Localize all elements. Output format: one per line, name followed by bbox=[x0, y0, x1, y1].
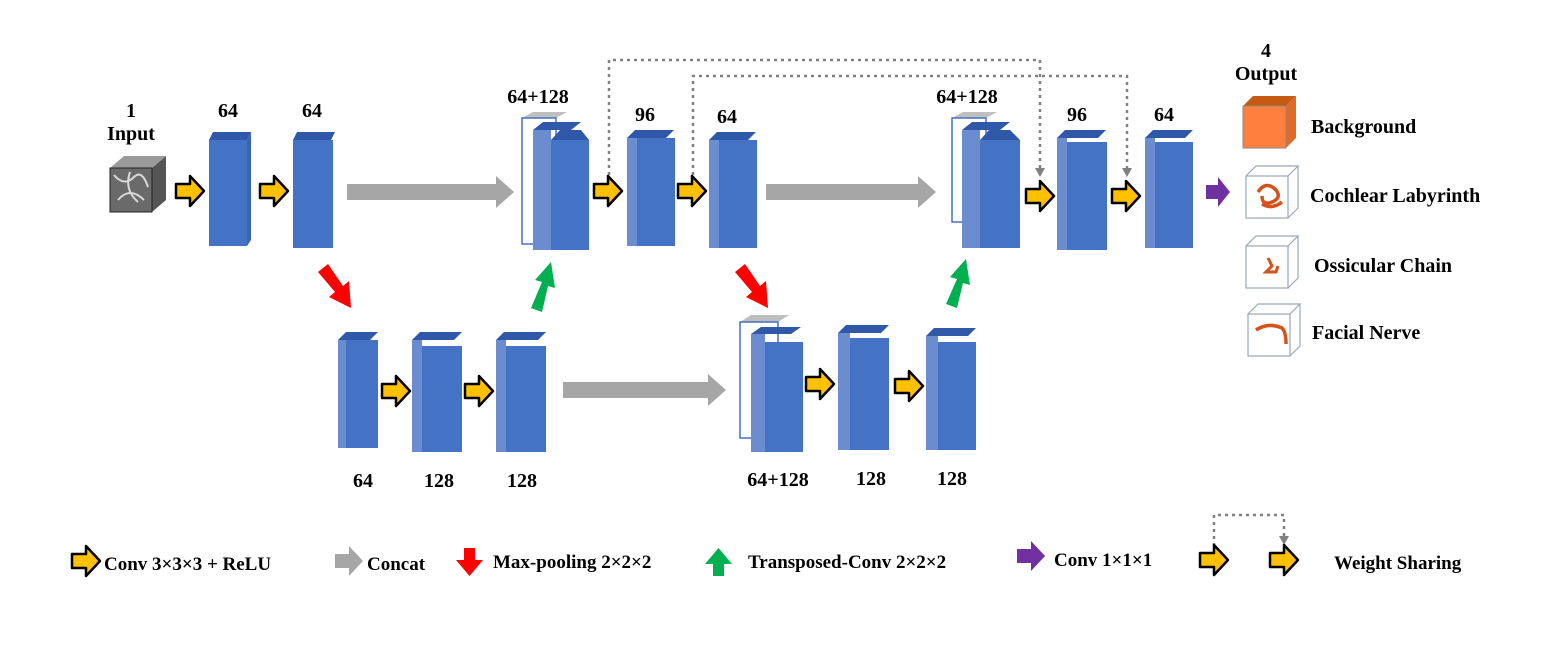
facial-nerve-cube-icon bbox=[1247, 303, 1302, 357]
block-mid-concat bbox=[739, 315, 803, 452]
block-mid-128 bbox=[838, 325, 889, 450]
block-enc3-128b bbox=[496, 332, 546, 452]
background-cube-icon bbox=[1242, 96, 1296, 149]
dec2-concat-label: 64+128 bbox=[936, 86, 997, 108]
legend-conv1-icon bbox=[1017, 541, 1045, 571]
weight-sharing-arrowhead bbox=[1035, 168, 1045, 177]
input-channels-label: 1 bbox=[126, 100, 136, 122]
ossicle-cube-icon bbox=[1245, 235, 1300, 289]
block-dec1-96 bbox=[627, 130, 675, 246]
legend bbox=[70, 513, 1300, 578]
conv-arrows bbox=[174, 174, 1142, 408]
input-label: Input bbox=[107, 123, 155, 145]
block-enc2-64 bbox=[293, 132, 335, 248]
class-cochlear-label: Cochlear Labyrinth bbox=[1310, 185, 1480, 207]
dec1-96-label: 96 bbox=[635, 104, 655, 126]
class-facial-nerve-label: Facial Nerve bbox=[1312, 322, 1420, 344]
legend-conv-label: Conv 3×3×3 + ReLU bbox=[104, 554, 271, 575]
mid-128b-label: 128 bbox=[937, 468, 967, 490]
transposed-conv-arrows bbox=[531, 259, 970, 312]
block-enc3-64 bbox=[338, 332, 378, 448]
output-label: Output bbox=[1235, 63, 1298, 85]
legend-transposed-icon bbox=[705, 548, 732, 576]
dec2-64-label: 64 bbox=[1154, 104, 1174, 126]
weight-sharing-connections bbox=[607, 58, 1129, 175]
conv1-arrow bbox=[1206, 177, 1230, 207]
dec1-concat-label: 64+128 bbox=[507, 86, 568, 108]
legend-maxpool-icon bbox=[456, 548, 483, 576]
enc3-64-label: 64 bbox=[353, 470, 373, 492]
output-channels-label: 4 bbox=[1261, 40, 1271, 62]
block-dec2-concat bbox=[951, 112, 1020, 248]
mid-128-label: 128 bbox=[856, 468, 886, 490]
dec2-96-label: 96 bbox=[1067, 104, 1087, 126]
concat-arrows bbox=[347, 176, 936, 406]
legend-concat-icon bbox=[335, 546, 363, 576]
legend-conv-icon bbox=[70, 544, 102, 578]
input-image-cube bbox=[109, 156, 166, 213]
cochlea-cube-icon bbox=[1245, 165, 1300, 219]
maxpool-arrows bbox=[318, 264, 768, 308]
legend-transposed-label: Transposed-Conv 2×2×2 bbox=[748, 552, 946, 573]
class-background-label: Background bbox=[1311, 116, 1416, 138]
block-enc3-128 bbox=[412, 332, 462, 452]
dec1-64-label: 64 bbox=[717, 106, 737, 128]
enc1-channels-label: 64 bbox=[218, 100, 238, 122]
legend-maxpool-label: Max-pooling 2×2×2 bbox=[493, 552, 651, 573]
block-dec2-64 bbox=[1145, 130, 1193, 248]
enc3-128b-label: 128 bbox=[507, 470, 537, 492]
block-dec1-concat bbox=[521, 112, 589, 250]
block-mid-128b bbox=[926, 328, 976, 450]
legend-weight-sharing-icon bbox=[1198, 513, 1300, 577]
class-ossicular-label: Ossicular Chain bbox=[1314, 255, 1452, 277]
legend-concat-label: Concat bbox=[367, 554, 426, 575]
legend-weight-sharing-label: Weight Sharing bbox=[1334, 553, 1462, 574]
enc3-128-label: 128 bbox=[424, 470, 454, 492]
legend-conv1-label: Conv 1×1×1 bbox=[1054, 550, 1152, 571]
weight-sharing-arrowhead bbox=[1122, 168, 1132, 177]
mid-concat-label: 64+128 bbox=[747, 469, 808, 491]
block-dec1-64 bbox=[709, 132, 757, 248]
block-enc1-64 bbox=[209, 132, 251, 246]
enc2-channels-label: 64 bbox=[302, 100, 322, 122]
block-dec2-96 bbox=[1057, 130, 1107, 250]
